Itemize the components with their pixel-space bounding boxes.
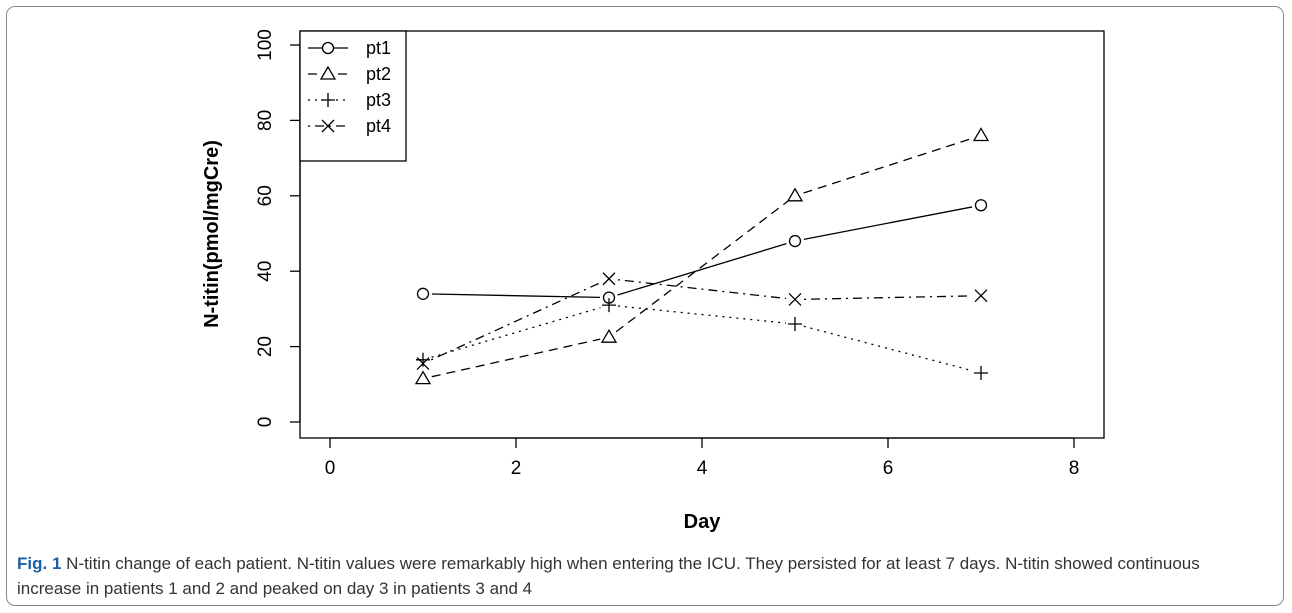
- point-pt2: [786, 187, 804, 202]
- point-pt4: [602, 272, 616, 286]
- legend-marker-pt1: [321, 41, 335, 55]
- x-tick-label: 6: [883, 458, 894, 479]
- figure-caption: Fig. 1 N-titin change of each patient. N…: [17, 551, 1257, 601]
- point-pt2: [972, 127, 990, 142]
- point-pt1: [416, 287, 430, 300]
- caption-lead: Fig. 1: [17, 554, 62, 573]
- series-line-pt2: [803, 137, 973, 194]
- x-tick-label: 8: [1069, 458, 1080, 479]
- series-line-pt3: [431, 307, 601, 358]
- series-line-pt4: [617, 279, 787, 300]
- legend-marker-pt2: [319, 65, 337, 80]
- legend-box: [299, 30, 407, 162]
- figure-frame: [6, 6, 1284, 606]
- point-pt1: [974, 199, 988, 212]
- y-tick-label: 0: [255, 417, 276, 428]
- legend-label-pt2: pt2: [366, 64, 391, 84]
- point-pt2: [600, 328, 618, 343]
- y-tick-label: 40: [255, 261, 276, 282]
- series-line-pt1: [617, 243, 787, 296]
- y-tick-label: 100: [255, 29, 276, 61]
- y-axis-title: N-titin(pmol/mgCre): [201, 140, 223, 328]
- legend-label-pt3: pt3: [366, 90, 391, 110]
- series-line-pt3: [803, 325, 973, 372]
- point-pt3: [974, 365, 988, 380]
- series-line-pt4: [803, 295, 973, 300]
- series-line-pt3: [617, 305, 787, 324]
- point-pt3: [602, 298, 616, 313]
- point-pt4: [974, 289, 988, 303]
- x-tick-label: 4: [697, 458, 708, 479]
- series-line-pt1: [803, 206, 973, 240]
- legend-label-pt1: pt1: [366, 38, 391, 58]
- caption-text: N-titin change of each patient. N-titin …: [17, 554, 1200, 598]
- point-pt2: [414, 370, 432, 385]
- x-tick-label: 2: [511, 458, 522, 479]
- point-pt4: [416, 357, 430, 371]
- point-pt3: [416, 352, 430, 367]
- series-line-pt2: [431, 338, 601, 378]
- y-tick-label: 60: [255, 185, 276, 206]
- point-pt3: [788, 316, 802, 331]
- point-pt4: [788, 293, 802, 306]
- x-axis-title: Day: [684, 511, 722, 533]
- series-line-pt1: [431, 293, 601, 299]
- y-tick-label: 80: [255, 110, 276, 131]
- legend-marker-pt3: [321, 93, 335, 107]
- y-tick-label: 20: [255, 336, 276, 357]
- point-pt1: [788, 234, 802, 248]
- series-line-pt2: [615, 200, 789, 333]
- series-line-pt4: [430, 281, 602, 361]
- legend-marker-pt4: [321, 119, 335, 133]
- x-tick-label: 0: [325, 458, 336, 479]
- legend-label-pt4: pt4: [366, 116, 391, 136]
